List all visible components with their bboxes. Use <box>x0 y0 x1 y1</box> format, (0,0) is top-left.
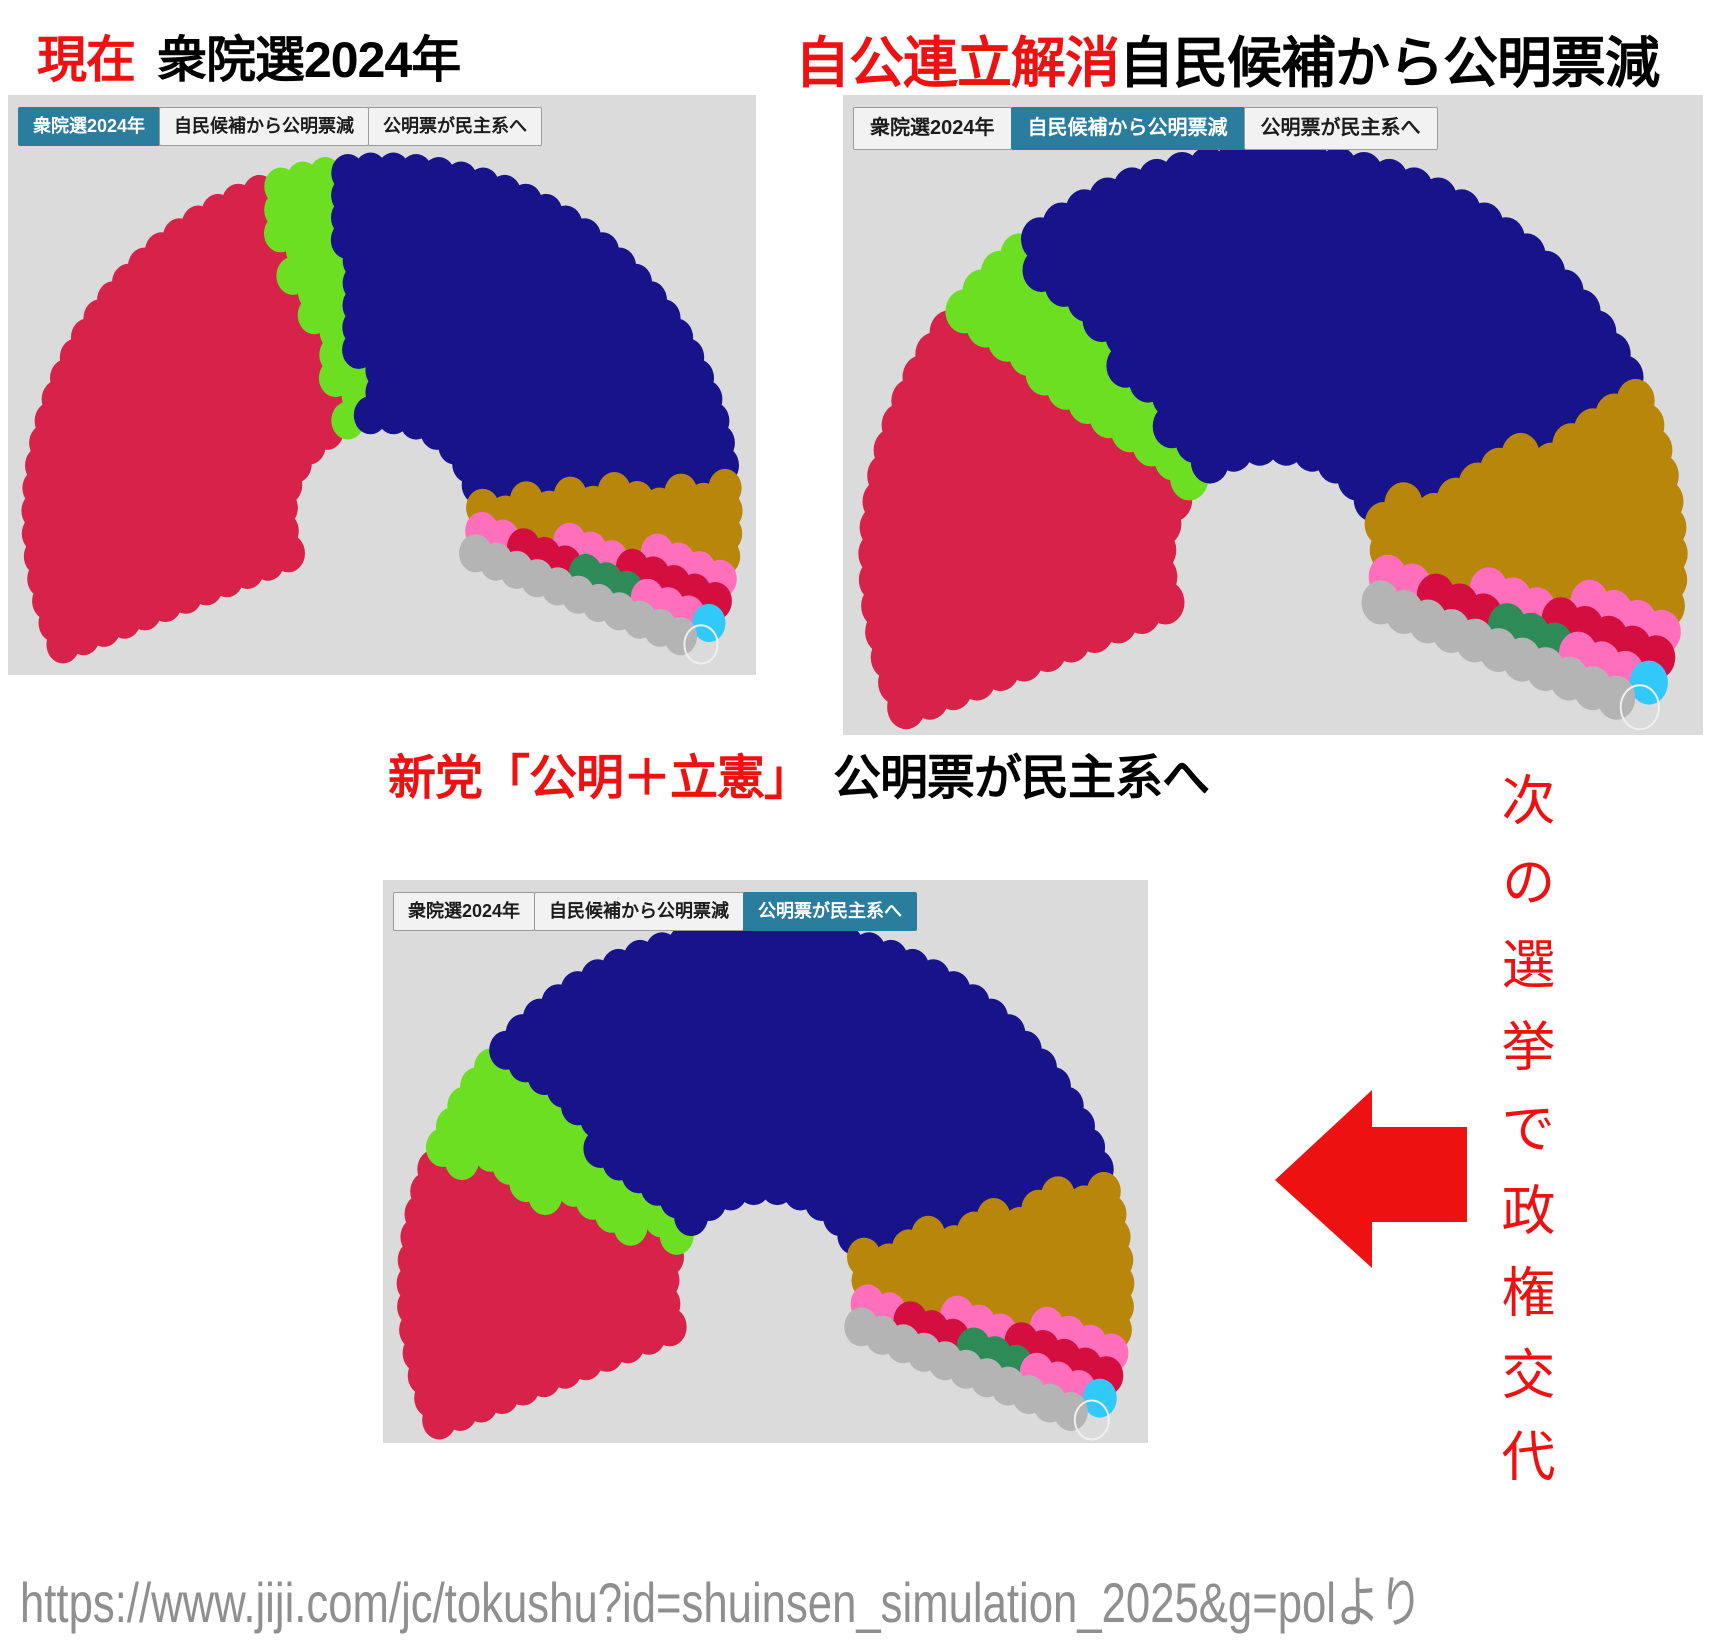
party-seats-社民 <box>1629 660 1668 705</box>
page-title-dissolve: 自公連立解消自民候補から公明票減 <box>795 18 1660 98</box>
tab-jimin-komei-vote-loss[interactable]: 自民候補から公明票減 <box>159 107 370 146</box>
tab-bar-current: 衆院選2024年 自民候補から公明票減 公明票が民主系へ <box>18 107 543 146</box>
tab-jimin-komei-vote-loss[interactable]: 自民候補から公明票減 <box>534 892 745 931</box>
party-seats-社民 <box>1082 1378 1117 1418</box>
seat-chart-panel-newparty: 衆院選2024年 自民候補から公明票減 公明票が民主系へ <box>383 880 1148 1443</box>
vertical-caption: 次の選挙で政権交代 <box>1493 772 1553 1510</box>
source-url: https://www.jiji.com/jc/tokushu?id=shuin… <box>20 1571 1423 1634</box>
title-newparty-desc: 公明票が民主系へ <box>833 752 1210 805</box>
party-seats-自民 <box>21 174 352 664</box>
party-seats-国民など <box>466 468 743 576</box>
regime-change-arrow <box>1270 1085 1470 1270</box>
tab-jimin-komei-vote-loss[interactable]: 自民候補から公明票減 <box>1010 107 1245 150</box>
party-seats-立憲など民主系 <box>1021 141 1644 522</box>
seat-chart-panel-current: 衆院選2024年 自民候補から公明票減 公明票が民主系へ <box>8 95 756 675</box>
tab-bar-newparty: 衆院選2024年 自民候補から公明票減 公明票が民主系へ <box>393 892 918 931</box>
left-arrow-icon <box>1275 1090 1467 1268</box>
page-title-newparty: 新党「公明＋立憲」 公明票が民主系へ <box>388 738 1210 808</box>
tab-komei-vote-to-minshu[interactable]: 公明票が民主系へ <box>1243 107 1438 150</box>
party-seats-参政 <box>568 553 644 609</box>
title-newparty-scenario: 新党「公明＋立憲」 <box>388 752 812 805</box>
party-seats-無所属 <box>844 1307 1088 1431</box>
tab-komei-vote-to-minshu[interactable]: 公明票が民主系へ <box>368 107 543 146</box>
tab-shuinsen-2024[interactable]: 衆院選2024年 <box>393 892 536 931</box>
page-title-current: 現在 衆院選2024年 <box>37 20 461 92</box>
seat-chart-panel-dissolve: 衆院選2024年 自民候補から公明票減 公明票が民主系へ <box>843 95 1703 735</box>
party-seats-新党（公明＋立憲）など民主系 <box>489 917 1114 1259</box>
party-seats-無所属 <box>1361 580 1636 720</box>
title-dissolve-scenario: 自公連立解消 <box>795 32 1120 94</box>
party-seats-無所属 <box>459 534 698 656</box>
tab-bar-dissolve: 衆院選2024年 自民候補から公明票減 公明票が民主系へ <box>853 107 1438 150</box>
hemicycle-chart-newparty <box>396 917 1135 1441</box>
party-seats-欠員 <box>1619 684 1660 731</box>
party-seats-欠員 <box>683 624 719 665</box>
hemicycle-chart-current <box>21 152 743 665</box>
title-current-desc: 衆院選2024年 <box>157 32 461 88</box>
tab-shuinsen-2024[interactable]: 衆院選2024年 <box>853 107 1012 150</box>
party-seats-社民 <box>692 603 726 643</box>
tab-komei-vote-to-minshu[interactable]: 公明票が民主系へ <box>743 892 918 931</box>
title-dissolve-desc: 自民候補から公明票減 <box>1119 32 1660 94</box>
party-seats-自民 <box>396 1149 687 1440</box>
title-current-scenario: 現在 <box>37 32 136 88</box>
party-seats-立憲など民主系 <box>330 152 740 510</box>
party-seats-欠員 <box>1073 1399 1110 1441</box>
hemicycle-chart-dissolve <box>858 141 1688 731</box>
tab-shuinsen-2024[interactable]: 衆院選2024年 <box>18 107 161 146</box>
